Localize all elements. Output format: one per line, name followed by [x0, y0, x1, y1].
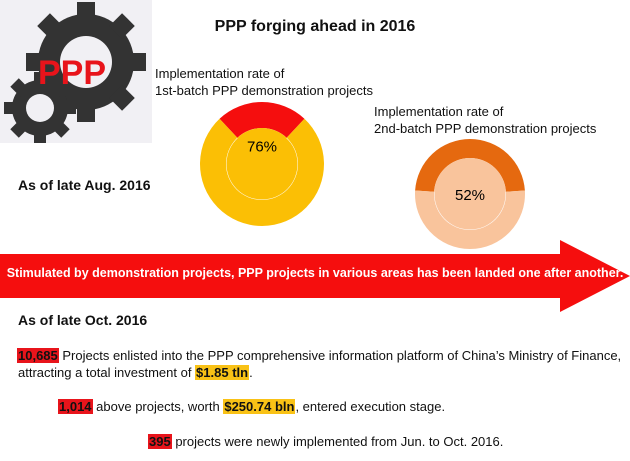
logo-text: PPP: [38, 54, 106, 92]
chart1-slice-remaining: [219, 101, 305, 138]
stat-1-number: 10,685: [17, 348, 59, 363]
arrow-text: Stimulated by demonstration projects, PP…: [6, 266, 624, 280]
chart1-title-line2: 1st-batch PPP demonstration projects: [155, 83, 373, 98]
gear-tooth: [77, 104, 95, 122]
stat-3-number: 395: [148, 434, 172, 449]
gear-tooth: [109, 85, 135, 111]
arrow-shape: [0, 240, 630, 312]
stat-1-text-c: .: [249, 365, 253, 380]
gear-tooth: [51, 78, 70, 97]
gear-tooth: [26, 53, 44, 71]
gears-icon: PPP: [4, 2, 146, 144]
donut-chart-1: 76%: [199, 101, 324, 226]
page-title: PPP forging ahead in 2016: [214, 18, 416, 35]
ppp-logo: PPP: [0, 0, 152, 144]
chart2-title: Implementation rate of 2nd-batch PPP dem…: [374, 103, 596, 137]
donut-chart-2: 52%: [414, 138, 525, 249]
gear-tooth: [128, 53, 146, 71]
gear-tooth: [109, 13, 135, 39]
stat-1-text-b: attracting a total investment of: [18, 365, 196, 380]
stat-1-text-a: Projects enlisted into the PPP comprehen…: [58, 348, 622, 363]
gear-tooth: [10, 119, 29, 138]
stat-3-text-a: projects were newly implemented from Jun…: [171, 434, 504, 449]
stat-2-text-a: above projects, worth: [92, 399, 224, 414]
gear-tooth: [37, 13, 63, 39]
gear-tooth: [77, 2, 95, 20]
chart1-title: Implementation rate of 1st-batch PPP dem…: [155, 65, 373, 99]
chart2-value-label: 52%: [455, 187, 485, 204]
stat-2-line: 1,014 above projects, worth $250.74 bln,…: [58, 397, 445, 417]
stat-1-line1: 10,685 Projects enlisted into the PPP co…: [17, 346, 621, 366]
gear-tooth: [34, 130, 46, 144]
gear-tooth: [34, 72, 46, 86]
gear-tooth: [51, 119, 70, 138]
gear-tooth: [4, 102, 18, 114]
chart2-title-line1: Implementation rate of: [374, 104, 504, 119]
stat-2-amount: $250.74 bln: [223, 399, 296, 414]
arrow-banner: [0, 240, 630, 312]
chart1-title-line1: Implementation rate of: [155, 66, 285, 81]
stat-1-line2: attracting a total investment of $1.85 t…: [18, 363, 253, 383]
chart2-slice-implemented: [414, 158, 525, 249]
gear-tooth: [62, 102, 76, 114]
stat-3-line: 395 projects were newly implemented from…: [148, 432, 503, 452]
chart1-slice-implemented: [199, 118, 324, 226]
gear-tooth: [10, 78, 29, 97]
date-oct-label: As of late Oct. 2016: [18, 312, 148, 328]
stat-2-text-b: , entered execution stage.: [295, 399, 446, 414]
chart1-value-label: 76%: [247, 138, 277, 155]
chart2-title-line2: 2nd-batch PPP demonstration projects: [374, 121, 597, 136]
date-aug-label: As of late Aug. 2016: [18, 177, 151, 193]
stat-2-number: 1,014: [58, 399, 93, 414]
chart2-slice-remaining: [415, 138, 525, 192]
stat-1-amount: $1.85 tln: [195, 365, 250, 380]
